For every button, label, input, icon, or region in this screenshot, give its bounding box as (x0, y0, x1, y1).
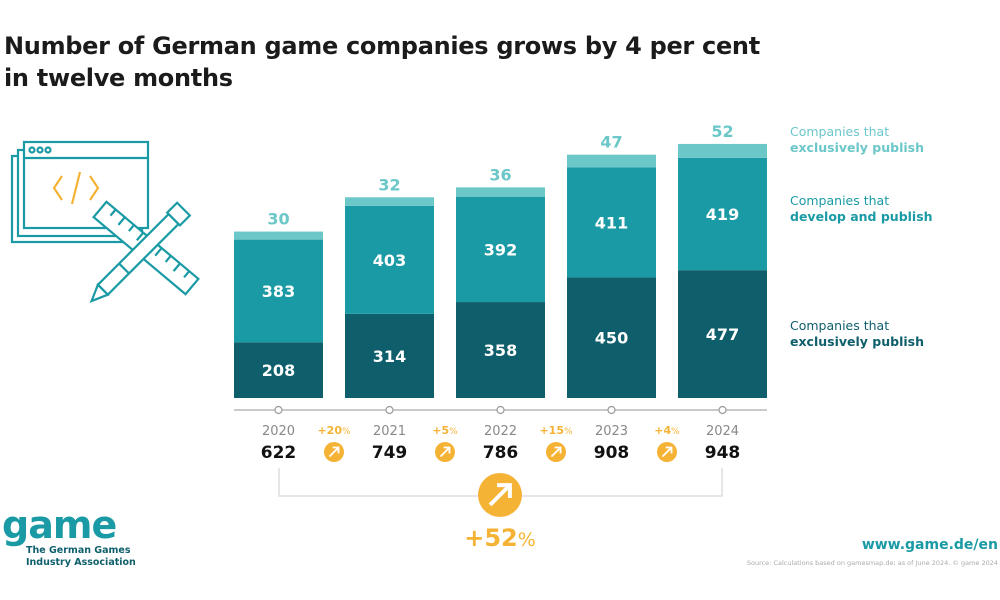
bar-segment (567, 167, 656, 278)
growth-label: +20% (317, 424, 351, 437)
year-tick-label: 2023 (595, 424, 628, 439)
game-logo: game The German Games Industry Associatio… (2, 503, 136, 568)
bar-segment (678, 157, 767, 271)
bar-value-label: 52 (711, 122, 733, 141)
total-label: 948 (705, 443, 741, 463)
chart-title: Number of German game companies grows by… (4, 30, 760, 94)
bar-value-label: 358 (484, 341, 517, 360)
growth-label: +4% (654, 424, 680, 437)
bar-value-label: 450 (595, 329, 628, 348)
bar-value-label: 403 (373, 251, 406, 270)
bar-segment (456, 187, 545, 197)
overall-bracket (278, 468, 723, 497)
timeline-dot (718, 405, 727, 415)
growth-label: +5% (432, 424, 458, 437)
bar-segment (678, 143, 767, 158)
total-label: 749 (372, 443, 408, 463)
bar-value-label: 314 (373, 347, 406, 366)
title-line-1: Number of German game companies grows by… (4, 32, 760, 60)
bar-value-label: 32 (378, 175, 400, 194)
bar-value-label: 36 (489, 165, 511, 184)
bar-segment (345, 197, 434, 206)
bar-value-label: 392 (484, 241, 517, 260)
total-label: 622 (261, 443, 297, 463)
timeline-dot (274, 405, 283, 415)
bar-value-label: 30 (267, 210, 289, 229)
bar-segment (234, 239, 323, 343)
year-tick-label: 2020 (262, 424, 295, 439)
arrow-up-right-icon (661, 446, 673, 458)
year-tick-label: 2021 (373, 424, 406, 439)
timeline-dot (385, 405, 394, 415)
website-link[interactable]: www.game.de/en (861, 537, 998, 553)
timeline-dot (496, 405, 505, 415)
legend-item-exclusively-publish-bottom: Companies that exclusively publish (790, 318, 924, 349)
arrow-up-right-icon (488, 483, 512, 507)
timeline-dot (607, 405, 616, 415)
code-window-pen-ruler-icon (10, 140, 200, 303)
bar-segment (567, 154, 656, 168)
legend-item-exclusively-publish-top: Companies that exclusively publish (790, 124, 924, 155)
bar-value-label: 477 (706, 325, 739, 344)
bar-segment (234, 342, 323, 398)
arrow-up-right-icon (550, 446, 562, 458)
year-tick-label: 2022 (484, 424, 517, 439)
bar-segment (678, 270, 767, 398)
bar-value-label: 383 (262, 282, 295, 301)
total-label: 908 (594, 443, 630, 463)
bar-segment (234, 231, 323, 240)
total-label: 786 (483, 443, 519, 463)
source-note: Source: Calculations based on gamesmap.d… (746, 559, 998, 567)
growth-label: +15% (539, 424, 573, 437)
bar-segment (345, 205, 434, 314)
bar-segment (345, 313, 434, 398)
bar-value-label: 411 (595, 213, 628, 232)
title-line-2: in twelve months (4, 64, 233, 92)
arrow-up-right-icon (439, 446, 451, 458)
bar-value-label: 208 (262, 361, 295, 380)
arrow-up-right-icon (328, 446, 340, 458)
year-tick-label: 2024 (706, 424, 739, 439)
legend-item-develop-and-publish: Companies that develop and publish (790, 193, 933, 224)
overall-growth-label: +52% (464, 524, 536, 552)
bar-segment (456, 302, 545, 398)
bar-value-label: 419 (706, 205, 739, 224)
bar-segment (456, 197, 545, 303)
bar-value-label: 47 (600, 133, 622, 152)
bar-segment (567, 277, 656, 398)
